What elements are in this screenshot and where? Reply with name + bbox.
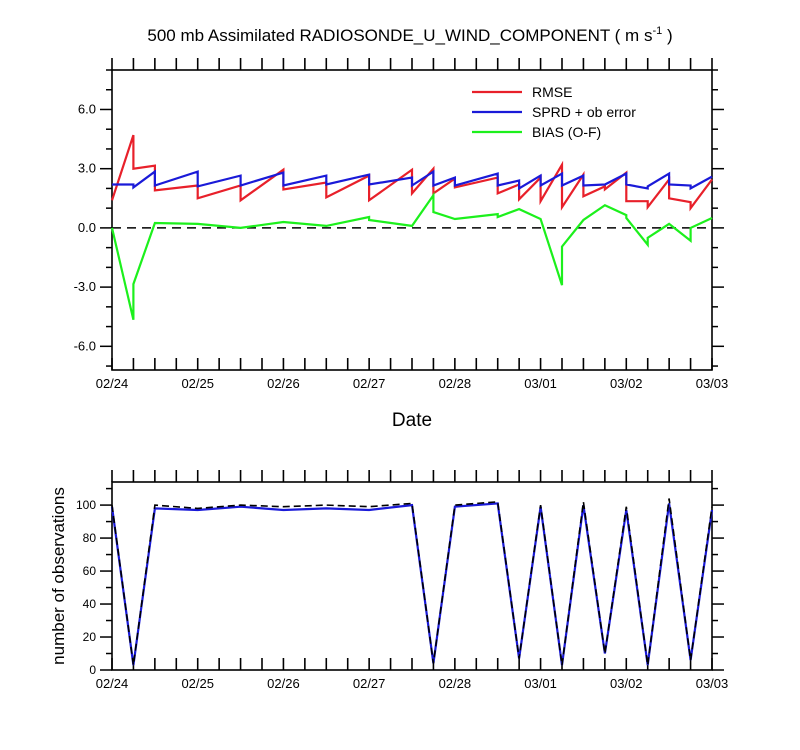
y-tick-label: -3.0 bbox=[74, 279, 96, 294]
series-group bbox=[110, 134, 713, 320]
x-tick-label: 02/27 bbox=[353, 376, 386, 391]
x-tick-label: 03/01 bbox=[524, 376, 557, 391]
x-tick-label: 02/26 bbox=[267, 376, 300, 391]
x-tick-label: 02/28 bbox=[439, 676, 472, 691]
x-tick-label: 02/26 bbox=[267, 676, 300, 691]
legend-label: SPRD + ob error bbox=[532, 104, 636, 120]
series-line-observations-possible bbox=[111, 498, 713, 666]
legend-label: BIAS (O-F) bbox=[532, 124, 601, 140]
x-tick-label: 03/02 bbox=[610, 376, 643, 391]
y-tick-label: 0.0 bbox=[78, 220, 96, 235]
series-line-observations-used bbox=[110, 502, 714, 666]
series-group bbox=[110, 498, 714, 666]
legend-label: RMSE bbox=[532, 84, 572, 100]
y-tick-label: -6.0 bbox=[74, 338, 96, 353]
x-tick-label: 02/25 bbox=[181, 676, 214, 691]
chart-title: 500 mb Assimilated RADIOSONDE_U_WIND_COM… bbox=[147, 25, 672, 45]
series-line-sprd-ob-error bbox=[112, 169, 713, 191]
series-line-bias-o-f- bbox=[110, 191, 713, 320]
chart-title-close: ) bbox=[662, 26, 672, 45]
bottom-plot: 02/24 02/25 02/26 02/27 02/28 03/01 03/02 03/03… bbox=[49, 470, 728, 691]
top-plot: 02/24 02/25 02/26 02/27 02/28 03/01 03/02 03/03… bbox=[74, 58, 729, 431]
y-tick-label: 6.0 bbox=[78, 101, 96, 116]
x-tick-label: 03/02 bbox=[610, 676, 643, 691]
chart-title-exponent: -1 bbox=[652, 25, 662, 37]
y-tick-label: 3.0 bbox=[78, 161, 96, 176]
y-tick-label: 20 bbox=[83, 630, 97, 644]
y-tick-label: 100 bbox=[76, 498, 96, 512]
y-tick-label: 80 bbox=[83, 531, 97, 545]
x-tick-label: 03/03 bbox=[696, 376, 729, 391]
series-line-rmse bbox=[110, 134, 713, 212]
x-axis-label: Date bbox=[392, 410, 432, 431]
x-tick-label: 02/28 bbox=[439, 376, 472, 391]
y-tick-label: 40 bbox=[83, 597, 97, 611]
x-tick-label: 03/01 bbox=[524, 676, 557, 691]
x-tick-label: 02/27 bbox=[353, 676, 386, 691]
y-tick-label: 60 bbox=[83, 564, 97, 578]
legend: RMSE SPRD + ob error BIAS (O-F) bbox=[472, 84, 636, 140]
x-tick-label: 03/03 bbox=[696, 676, 729, 691]
chart-title-text: 500 mb Assimilated RADIOSONDE_U_WIND_COM… bbox=[147, 26, 652, 45]
x-tick-label: 02/25 bbox=[181, 376, 214, 391]
x-tick-label: 02/24 bbox=[96, 376, 129, 391]
x-tick-label: 02/24 bbox=[96, 676, 129, 691]
y-axis-label: number of observations bbox=[49, 487, 68, 665]
y-tick-label: 0 bbox=[89, 663, 96, 677]
